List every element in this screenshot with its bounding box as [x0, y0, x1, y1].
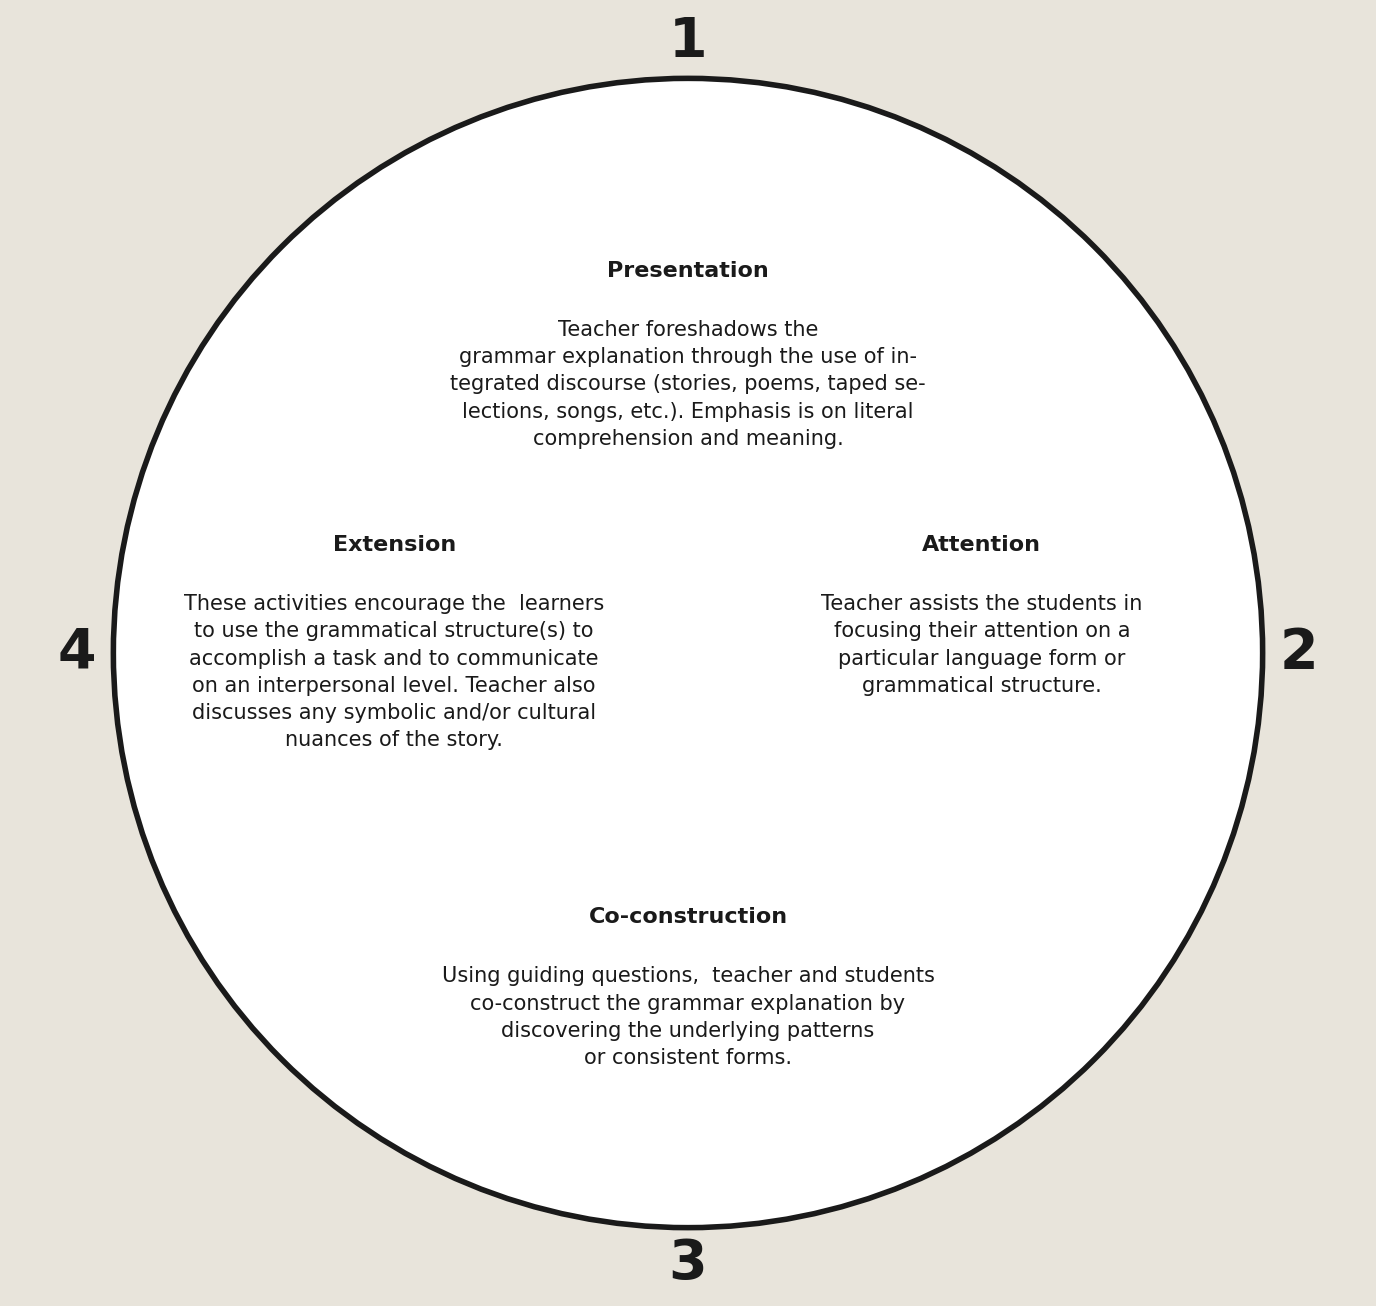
- Text: Attention: Attention: [922, 535, 1042, 555]
- Text: Teacher assists the students in
focusing their attention on a
particular languag: Teacher assists the students in focusing…: [821, 594, 1142, 696]
- Text: Co-construction: Co-construction: [589, 908, 787, 927]
- Text: 4: 4: [58, 626, 96, 680]
- Text: 1: 1: [669, 14, 707, 69]
- Text: Presentation: Presentation: [607, 261, 769, 281]
- Text: Teacher foreshadows the
grammar explanation through the use of in-
tegrated disc: Teacher foreshadows the grammar explanat…: [450, 320, 926, 449]
- Text: Extension: Extension: [333, 535, 455, 555]
- Text: These activities encourage the  learners
to use the grammatical structure(s) to
: These activities encourage the learners …: [184, 594, 604, 750]
- Text: 2: 2: [1280, 626, 1318, 680]
- Text: Using guiding questions,  teacher and students
co-construct the grammar explanat: Using guiding questions, teacher and stu…: [442, 966, 934, 1068]
- Text: 3: 3: [669, 1237, 707, 1292]
- Circle shape: [113, 78, 1263, 1228]
